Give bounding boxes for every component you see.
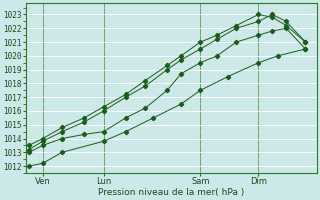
X-axis label: Pression niveau de la mer( hPa ): Pression niveau de la mer( hPa ): [98, 188, 244, 197]
